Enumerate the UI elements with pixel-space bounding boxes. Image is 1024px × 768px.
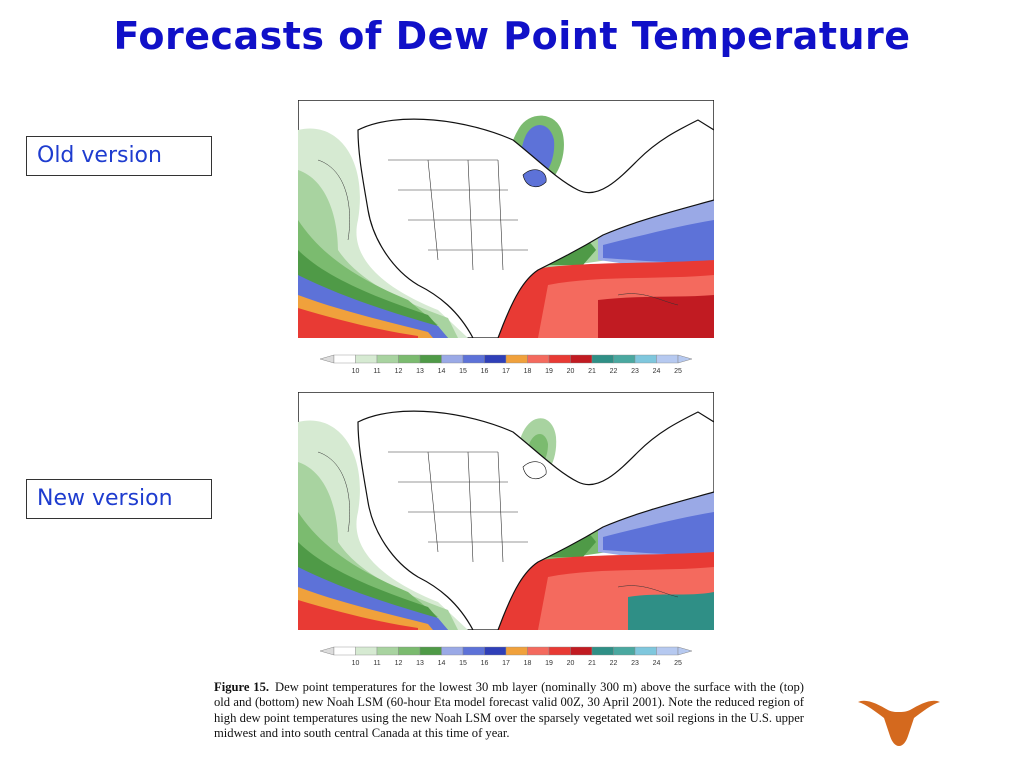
colorbar-swatch bbox=[634, 354, 657, 364]
colorbar-swatch bbox=[505, 646, 528, 656]
dewpoint-map-new bbox=[298, 392, 714, 630]
slide-title: Forecasts of Dew Point Temperature bbox=[113, 14, 911, 58]
colorbar-swatch bbox=[591, 646, 614, 656]
colorbar-swatch bbox=[570, 354, 593, 364]
colorbar-tick-label: 21 bbox=[588, 660, 596, 667]
colorbar-tick-label: 20 bbox=[567, 368, 575, 375]
colorbar-tick-label: 12 bbox=[395, 660, 403, 667]
caption-text: Dew point temperatures for the lowest 30… bbox=[214, 680, 804, 741]
colorbar-swatch bbox=[462, 646, 485, 656]
colorbar-tick-label: 20 bbox=[567, 660, 575, 667]
colorbar-tick-label: 11 bbox=[373, 368, 380, 375]
colorbar-tick-label: 22 bbox=[610, 660, 618, 667]
colorbar-tick-label: 19 bbox=[545, 660, 553, 667]
colorbar-tick-label: 25 bbox=[674, 368, 682, 375]
colorbar-tick-label: 11 bbox=[373, 660, 380, 667]
figure-caption: Figure 15. Dew point temperatures for the… bbox=[214, 680, 804, 742]
colorbar-tick-label: 14 bbox=[438, 368, 446, 375]
colorbar-right-arrow bbox=[677, 646, 692, 656]
colorbar-swatch bbox=[419, 646, 442, 656]
colorbar-tick-label: 25 bbox=[674, 660, 682, 667]
colorbar-tick-label: 13 bbox=[416, 660, 424, 667]
colorbar-swatch bbox=[613, 646, 636, 656]
colorbar-swatch bbox=[527, 646, 550, 656]
colorbar-swatch bbox=[376, 646, 399, 656]
new-version-label: New version bbox=[26, 479, 212, 519]
colorbar-tick-label: 18 bbox=[524, 368, 532, 375]
colorbar-tick-label: 14 bbox=[438, 660, 446, 667]
colorbar-tick-label: 15 bbox=[459, 368, 467, 375]
colorbar-swatch bbox=[527, 354, 550, 364]
colorbar-tick-label: 12 bbox=[395, 368, 403, 375]
colorbar-swatch bbox=[548, 354, 571, 364]
colorbar-tick-label: 13 bbox=[416, 368, 424, 375]
longhorn-logo-svg bbox=[858, 700, 940, 746]
colorbar-swatch bbox=[656, 354, 679, 364]
colorbar-swatch bbox=[591, 354, 614, 364]
colorbar-tick-label: 17 bbox=[502, 368, 510, 375]
colorbar-old: 10 11 12 13 14 15 16 17 18 19 20 21 22 23 24 25 bbox=[320, 354, 692, 376]
colorbar-old-svg: 10 11 12 13 14 15 16 17 18 19 20 21 22 23 24 25 bbox=[320, 354, 692, 375]
colorbar-swatch bbox=[333, 354, 356, 364]
colorbar-swatch bbox=[419, 354, 442, 364]
colorbar-tick-label: 16 bbox=[481, 368, 489, 375]
colorbar-tick-label: 19 bbox=[545, 368, 553, 375]
colorbar-swatch bbox=[484, 354, 507, 364]
colorbar-swatch bbox=[505, 354, 528, 364]
colorbar-swatch bbox=[484, 646, 507, 656]
colorbar-tick-label: 23 bbox=[631, 368, 639, 375]
old-version-label: Old version bbox=[26, 136, 212, 176]
colorbar-swatch bbox=[376, 354, 399, 364]
colorbar-swatch bbox=[333, 646, 356, 656]
colorbar-tick-label: 17 bbox=[502, 660, 510, 667]
colorbar-tick-label: 22 bbox=[610, 368, 618, 375]
colorbar-swatch bbox=[462, 354, 485, 364]
colorbar-new: 10 11 12 13 14 15 16 17 18 19 20 21 22 23 24 25 bbox=[320, 646, 692, 668]
colorbar-swatch bbox=[634, 646, 657, 656]
colorbar-swatch bbox=[398, 354, 421, 364]
colorbar-swatch bbox=[355, 646, 378, 656]
colorbar-swatch bbox=[570, 646, 593, 656]
colorbar-tick-label: 24 bbox=[653, 368, 661, 375]
colorbar-left-arrow bbox=[320, 354, 335, 364]
colorbar-swatch bbox=[613, 354, 636, 364]
colorbar-tick-label: 21 bbox=[588, 368, 596, 375]
colorbar-tick-label: 16 bbox=[481, 660, 489, 667]
colorbar-tick-label: 10 bbox=[352, 368, 360, 375]
colorbar-swatch bbox=[441, 646, 464, 656]
colorbar-right-arrow bbox=[677, 354, 692, 364]
colorbar-swatch bbox=[656, 646, 679, 656]
colorbar-tick-label: 10 bbox=[352, 660, 360, 667]
colorbar-swatch bbox=[548, 646, 571, 656]
colorbar-swatch bbox=[398, 646, 421, 656]
colorbar-new-svg: 10 11 12 13 14 15 16 17 18 19 20 21 22 23 24 25 bbox=[320, 646, 692, 667]
dewpoint-map-old bbox=[298, 100, 714, 338]
colorbar-left-arrow bbox=[320, 646, 335, 656]
map-old-version bbox=[298, 100, 714, 338]
colorbar-swatch bbox=[441, 354, 464, 364]
colorbar-tick-label: 23 bbox=[631, 660, 639, 667]
colorbar-tick-label: 24 bbox=[653, 660, 661, 667]
longhorn-icon bbox=[856, 694, 942, 748]
colorbar-tick-label: 18 bbox=[524, 660, 532, 667]
colorbar-swatch bbox=[355, 354, 378, 364]
colorbar-tick-label: 15 bbox=[459, 660, 467, 667]
map-new-version bbox=[298, 392, 714, 630]
figure-label: Figure 15. bbox=[214, 680, 270, 694]
